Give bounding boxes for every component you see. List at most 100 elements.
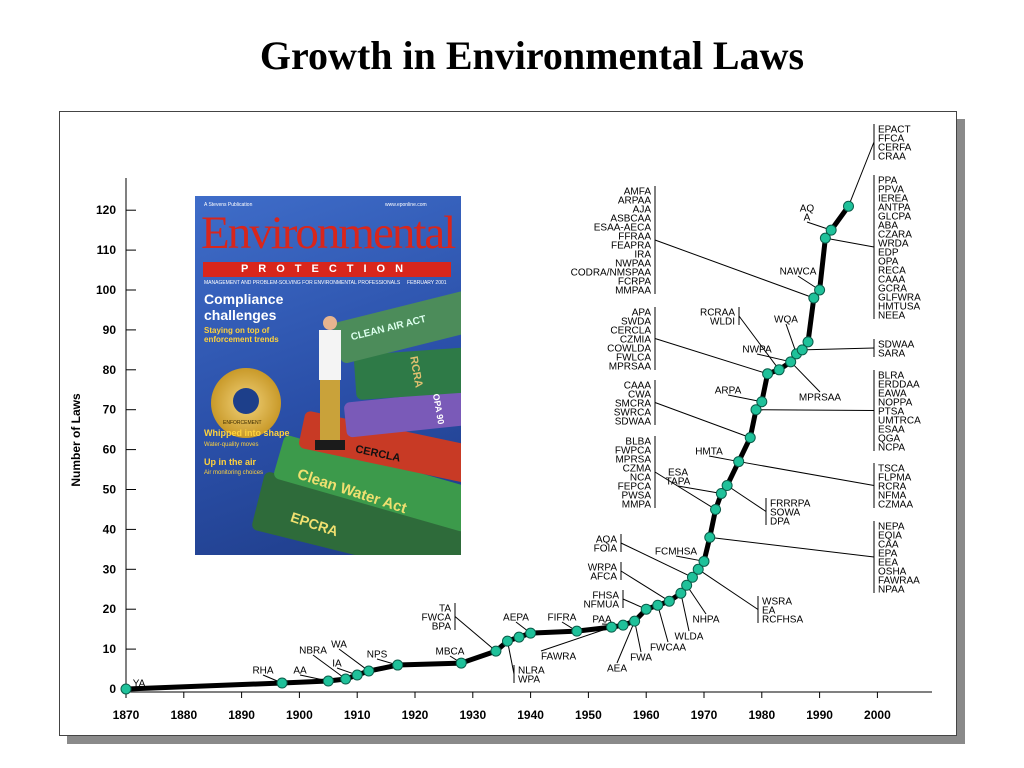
- law-label: AA: [293, 666, 307, 677]
- law-label: CZMAA: [878, 500, 913, 511]
- law-label: DPA: [770, 517, 790, 528]
- label-leader: [680, 593, 690, 632]
- y-tick-label: 70: [103, 403, 117, 417]
- label-leader: [540, 626, 612, 652]
- y-tick-label: 110: [97, 243, 117, 257]
- law-label: FEAPRA: [611, 241, 651, 252]
- law-label-group: NAWCA: [780, 267, 817, 278]
- law-label: NBRA: [299, 646, 327, 657]
- law-label: WLDI: [710, 317, 735, 328]
- law-label: FIFRA: [548, 613, 577, 624]
- law-label: PWSA: [622, 491, 652, 502]
- law-label-group: PPAPPVAIEREAANTPAGLCPAABACZARAWRDAEDPOPA…: [878, 176, 921, 322]
- law-label: EDP: [878, 248, 899, 259]
- data-point: [322, 675, 334, 687]
- law-label-group: NHPA: [692, 615, 719, 626]
- y-tick-label: 60: [103, 443, 117, 457]
- law-label: AMFA: [624, 187, 652, 198]
- law-label: FHSA: [592, 591, 619, 602]
- data-point: [808, 292, 820, 304]
- x-tick-label: 1870: [113, 708, 140, 722]
- label-leader: [620, 542, 693, 578]
- y-tick-label: 90: [103, 323, 117, 337]
- label-leader: [454, 616, 497, 652]
- law-label: RHA: [252, 666, 273, 677]
- law-label: NFMA: [878, 491, 907, 502]
- law-label-group: NWPA: [742, 345, 772, 356]
- data-point: [819, 232, 831, 244]
- magazine-cover: A Stevens Publication www.eponline.com E…: [195, 196, 461, 555]
- law-label: PAA: [592, 615, 612, 626]
- law-label: ESAA-AECA: [594, 223, 652, 234]
- data-point: [698, 555, 710, 567]
- law-label: CRAA: [878, 152, 906, 163]
- law-label: FLPMA: [878, 473, 912, 484]
- law-label: CERCLA: [610, 326, 651, 337]
- data-point: [721, 480, 733, 492]
- x-tick-label: 1950: [575, 708, 602, 722]
- cover-publisher: A Stevens Publication: [204, 202, 253, 208]
- label-leaders: [125, 124, 875, 690]
- law-label: ESAA: [878, 425, 905, 436]
- badge-text: ENFORCEMENT: [223, 420, 262, 426]
- law-label-group: MBCA: [436, 647, 465, 658]
- x-tick-label: 1890: [228, 708, 255, 722]
- data-point: [762, 368, 774, 380]
- law-label: FWLCA: [616, 353, 651, 364]
- data-point: [756, 396, 768, 408]
- law-label: EPA: [878, 549, 898, 560]
- x-tick-label: 1980: [748, 708, 775, 722]
- law-label: SMCRA: [615, 399, 651, 410]
- y-tick-label: 50: [103, 483, 117, 497]
- x-tick-label: 1910: [344, 708, 371, 722]
- data-point: [785, 356, 797, 368]
- data-point: [490, 645, 502, 657]
- y-axis-label: Number of Laws: [69, 393, 83, 487]
- data-point: [686, 571, 698, 583]
- data-point: [675, 587, 687, 599]
- data-point: [733, 456, 745, 468]
- law-label-group: AA: [293, 666, 307, 677]
- law-label: WPA: [518, 675, 540, 686]
- label-leader: [825, 237, 875, 248]
- label-leader: [654, 471, 716, 510]
- data-point: [351, 669, 363, 681]
- label-leader: [506, 641, 515, 675]
- law-label: FFRAA: [618, 232, 651, 243]
- law-label-group: NBRA: [299, 646, 327, 657]
- data-point: [120, 683, 132, 695]
- law-label: AJA: [633, 205, 652, 216]
- law-label: SWDA: [621, 317, 651, 328]
- law-label: RCRA: [878, 482, 907, 493]
- label-leader: [654, 402, 751, 439]
- law-label: SDWAA: [878, 340, 915, 351]
- law-label: WQA: [774, 315, 798, 326]
- law-label-group: AMFAARPAAAJAASBCAAESAA-AECAFFRAAFEAPRAIR…: [571, 187, 652, 297]
- y-tick-label: 20: [103, 602, 117, 616]
- law-label: NLRA: [518, 666, 545, 677]
- label-leader: [620, 570, 670, 602]
- label-leader: [726, 485, 767, 512]
- cover-issue: FEBRUARY 2001: [407, 280, 447, 286]
- law-label: CAAA: [878, 275, 906, 286]
- law-label: SDWAA: [615, 417, 652, 428]
- law-label: GLFWRA: [878, 293, 921, 304]
- law-label: HMTUSA: [878, 302, 921, 313]
- law-label: FCRPA: [618, 277, 651, 288]
- law-label: EPACT: [878, 125, 911, 136]
- x-tick-label: 1940: [517, 708, 544, 722]
- data-point: [681, 579, 693, 591]
- law-label: CAAA: [624, 381, 652, 392]
- law-label-group: MPRSAA: [799, 393, 842, 404]
- data-point: [652, 599, 664, 611]
- cover-sub2b: Water-quality moves: [204, 442, 259, 448]
